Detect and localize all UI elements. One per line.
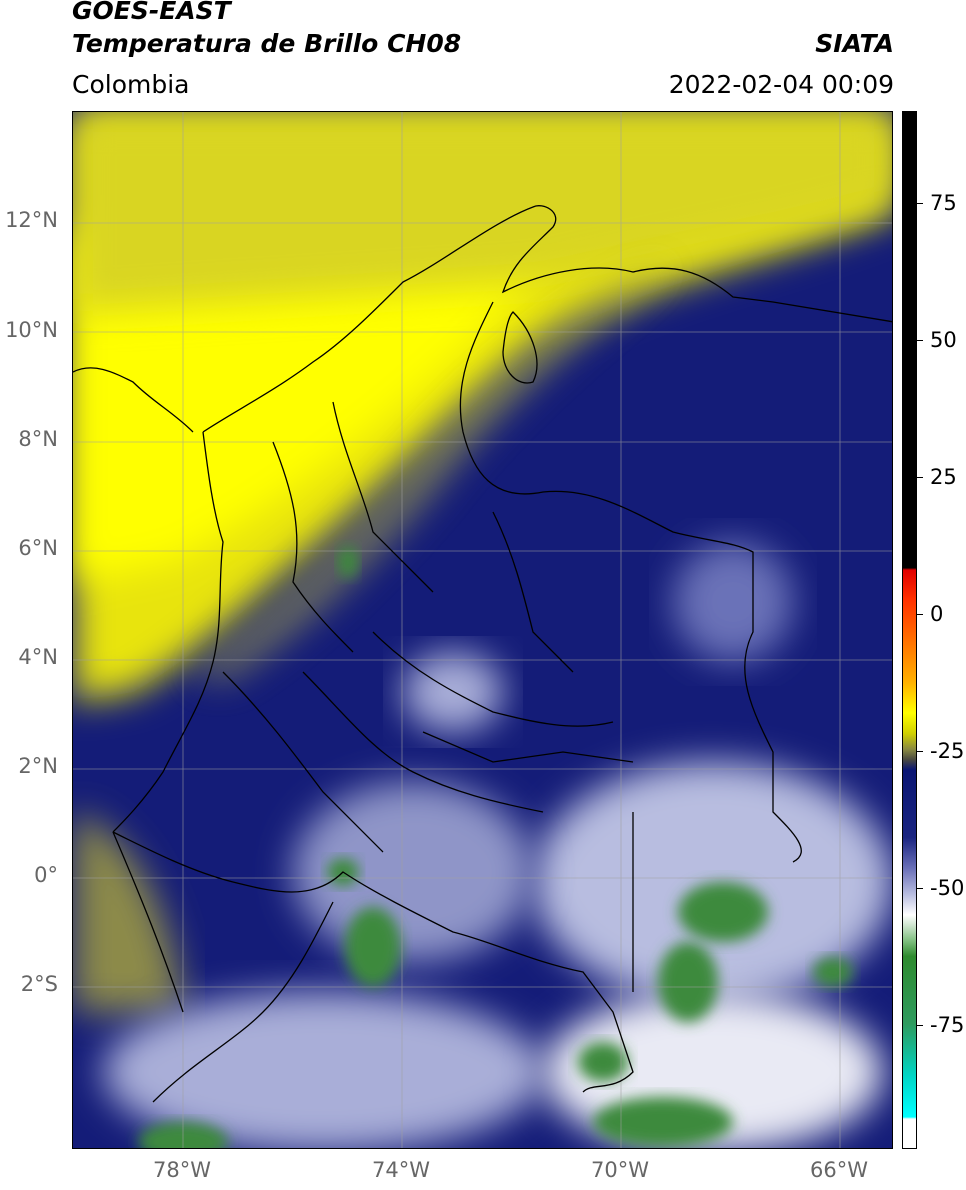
cbar-tick-m25 [917, 751, 923, 752]
green-cell-6 [593, 1097, 733, 1147]
lat-label-2s: 2°S [20, 972, 58, 996]
colorbar [902, 111, 917, 1149]
grid-lines [73, 112, 892, 1148]
lat-label-2n: 2°N [18, 754, 58, 778]
colombia-venezuela-border [459, 301, 802, 863]
panama-coast [73, 367, 194, 433]
cbar-tick-25 [917, 477, 923, 478]
north-yellow-band [73, 112, 892, 312]
cbar-tick-m50 [917, 888, 923, 889]
lon-label-78w: 78°W [153, 1158, 211, 1182]
borders [73, 205, 892, 1103]
title-line1: GOES-EAST [72, 0, 231, 25]
lon-label-66w: 66°W [810, 1158, 868, 1182]
green-cell-4 [658, 942, 718, 1022]
cbar-tick-75 [917, 203, 923, 204]
map-svg [73, 112, 892, 1148]
green-cell-3 [338, 546, 358, 578]
internal-dept-3 [372, 631, 614, 727]
title-line2: Temperatura de Brillo CH08 [72, 29, 462, 58]
satellite-map [72, 111, 893, 1149]
lat-label-10n: 10°N [5, 318, 58, 342]
internal-dept-1 [272, 441, 354, 653]
cbar-label-m50: -50 [930, 876, 965, 900]
olive-band [193, 262, 673, 682]
lat-label-4n: 4°N [18, 645, 58, 669]
lon-label-74w: 74°W [372, 1158, 430, 1182]
source-label: SIATA [815, 29, 894, 58]
cloud-center [293, 782, 533, 962]
cbar-label-25: 25 [930, 465, 957, 489]
lat-label-12n: 12°N [5, 208, 58, 232]
cloud-east [533, 762, 892, 1002]
green-cell-7 [578, 1042, 628, 1082]
internal-dept-7 [422, 731, 634, 763]
colombia-south-border [112, 831, 634, 1093]
cbar-label-0: 0 [930, 602, 944, 626]
internal-dept-5 [222, 671, 384, 853]
cbar-tick-m75 [917, 1025, 923, 1026]
cloud-mid [673, 542, 793, 662]
lat-label-8n: 8°N [18, 427, 58, 451]
lat-label-6n: 6°N [18, 536, 58, 560]
region-label: Colombia [72, 70, 190, 99]
datetime-label: 2022-02-04 00:09 [668, 70, 894, 99]
internal-dept-2 [332, 401, 434, 593]
internal-dept-6 [492, 511, 574, 673]
green-cell-1 [345, 907, 401, 987]
peru-border [152, 901, 334, 1103]
green-cell-9 [813, 957, 853, 987]
green-cell-5 [678, 882, 768, 942]
cbar-label-m75: -75 [930, 1013, 965, 1037]
lon-label-70w: 70°W [591, 1158, 649, 1182]
cbar-label-m25: -25 [930, 739, 965, 763]
cbar-tick-50 [917, 340, 923, 341]
cloud-ne [403, 652, 503, 732]
lat-label-0: 0° [34, 863, 58, 887]
maracaibo-lake [502, 311, 538, 384]
cloud-south [103, 992, 543, 1148]
caribbean-coast [202, 205, 892, 433]
cbar-label-50: 50 [930, 328, 957, 352]
ecuador-border [112, 831, 184, 1013]
olive-sw [73, 812, 183, 1012]
cbar-tick-0 [917, 614, 923, 615]
bright-yellow-core [73, 212, 573, 582]
cbar-label-75: 75 [930, 191, 957, 215]
pacific-coast [112, 431, 224, 833]
internal-dept-4 [302, 671, 544, 813]
